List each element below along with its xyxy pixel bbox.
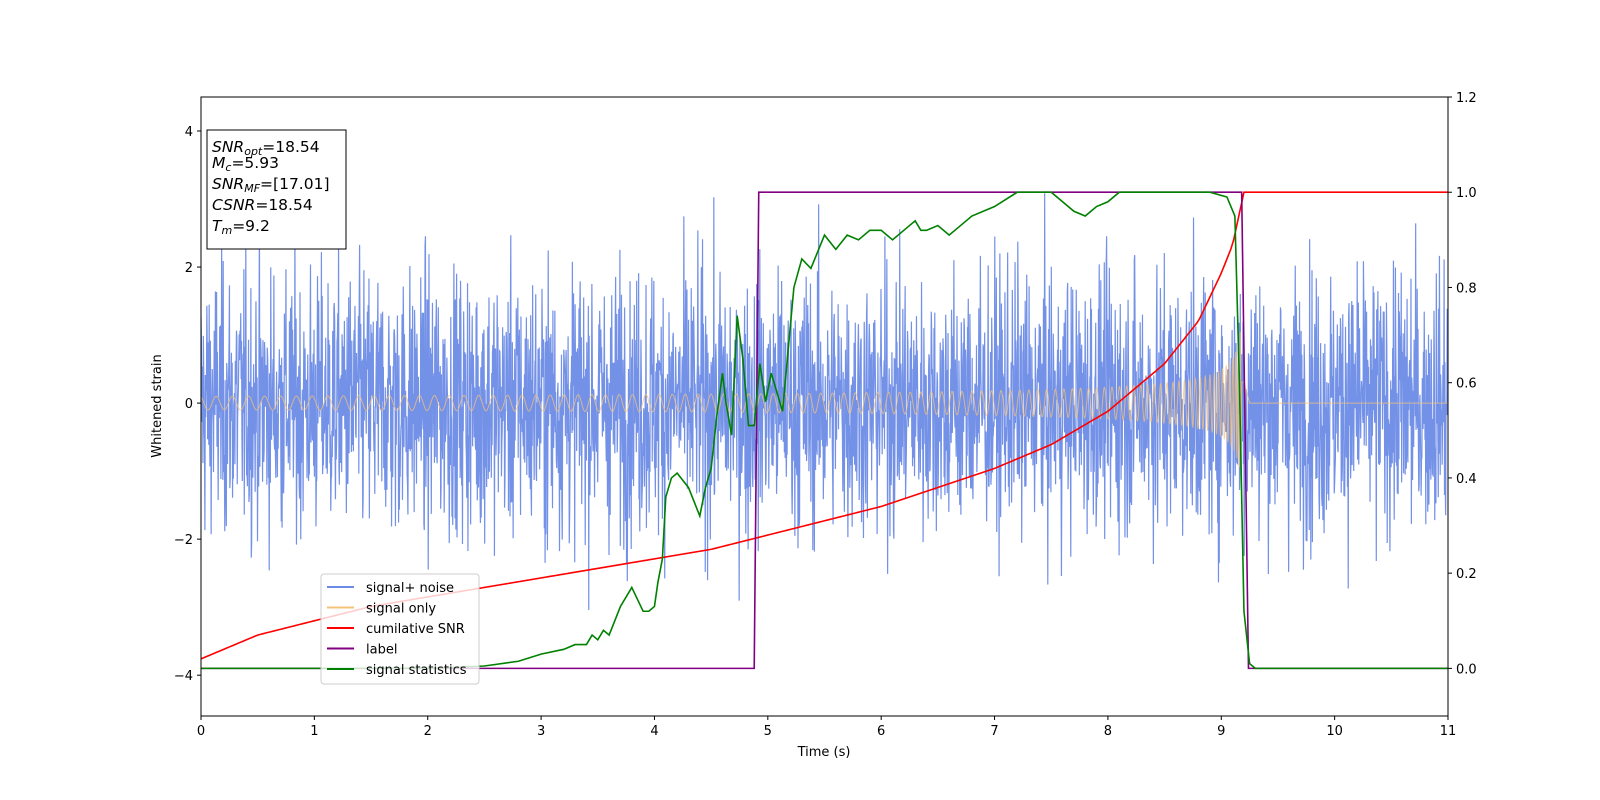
stats-annotation: SNRopt=18.54Mc=5.93SNRMF=[17.01]CSNR=18.… [206, 129, 347, 250]
y-axis-label: Whitened strain [150, 354, 165, 457]
legend-label: cumilative SNR [366, 622, 465, 637]
x-tick-label: 5 [764, 724, 772, 739]
y-left-tick-label: −4 [174, 669, 193, 684]
x-tick-label: 11 [1440, 724, 1457, 739]
y-left-tick-label: 0 [185, 397, 193, 412]
legend-label: signal+ noise [366, 581, 454, 596]
x-tick-label: 6 [877, 724, 885, 739]
annotation-line: CSNR=18.54 [212, 196, 313, 214]
ticks: 0 1 2 3 4 5 6 7 8 9 10 11 −4 −2 0 2 4 0.0 0.2 0.4 0.6 0.8 1.0 1… [174, 91, 1477, 739]
legend-frame [320, 573, 480, 685]
y-right-tick-label: 0.0 [1456, 662, 1477, 677]
series-signal-only [201, 331, 1448, 484]
x-tick-label: 1 [310, 724, 318, 739]
x-tick-label: 8 [1104, 724, 1112, 739]
legend-label: signal statistics [366, 663, 467, 678]
x-tick-label: 9 [1217, 724, 1225, 739]
y-right-tick-label: 1.2 [1456, 91, 1477, 106]
axes-frame [200, 96, 1449, 717]
x-tick-label: 3 [537, 724, 545, 739]
x-tick-label: 2 [424, 724, 432, 739]
legend: signal+ noise signal only cumilative SNR la… [320, 573, 480, 685]
y-right-tick-label: 0.8 [1456, 281, 1477, 296]
y-left-tick-label: −2 [174, 533, 193, 548]
y-right-tick-label: 0.4 [1456, 472, 1477, 487]
annotation-line: Tm=9.2 [212, 217, 270, 237]
x-tick-label: 0 [197, 724, 205, 739]
series-signal-statistics [201, 191, 1448, 670]
annotation-line: Mc=5.93 [212, 154, 279, 174]
x-axis-label: Time (s) [797, 745, 851, 760]
legend-label: signal only [366, 602, 436, 617]
y-right-tick-label: 1.0 [1456, 186, 1477, 201]
legend-label: label [366, 643, 397, 658]
x-tick-label: 7 [990, 724, 998, 739]
y-right-tick-label: 0.6 [1456, 377, 1477, 392]
y-right-tick-label: 0.2 [1456, 567, 1477, 582]
annotation-frame [206, 129, 347, 250]
x-tick-label: 10 [1326, 724, 1343, 739]
x-tick-label: 4 [650, 724, 658, 739]
y-left-tick-label: 4 [185, 125, 193, 140]
annotation-line: SNRMF=[17.01] [212, 175, 330, 195]
annotation-line: SNRopt=18.54 [212, 138, 320, 158]
y-left-tick-label: 2 [185, 261, 193, 276]
